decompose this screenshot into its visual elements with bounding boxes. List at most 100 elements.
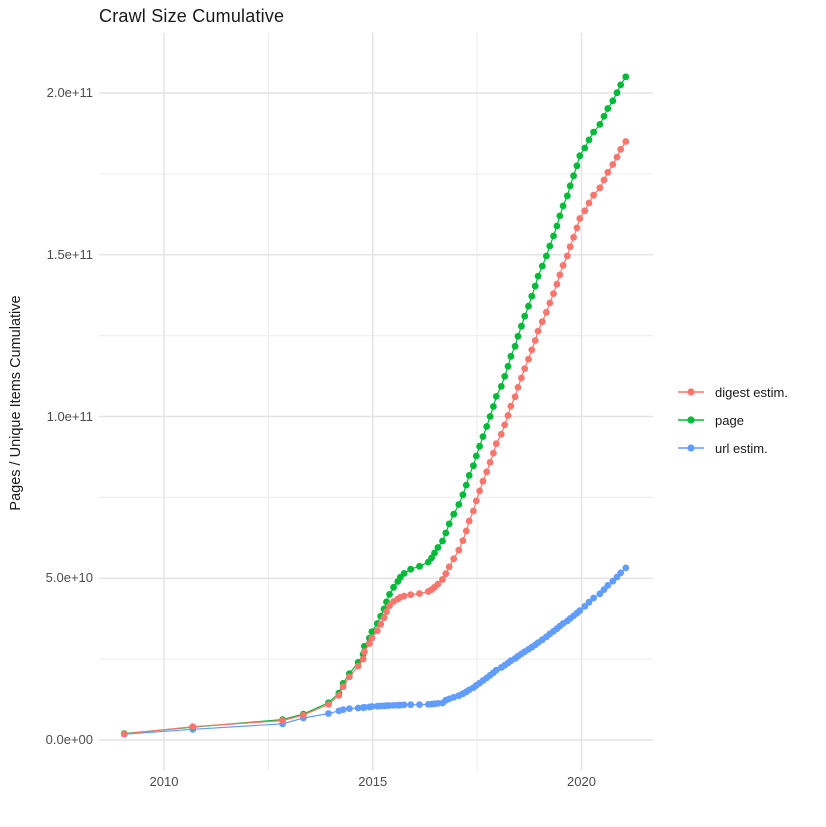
- data-point-digest-estim: [479, 477, 487, 485]
- data-point-digest-estim: [407, 591, 415, 599]
- data-point-page: [400, 570, 408, 577]
- data-point-page: [431, 549, 438, 557]
- data-point-url-estim: [407, 701, 415, 709]
- data-point-page: [528, 292, 536, 300]
- data-point-page: [617, 81, 625, 89]
- data-point-digest-estim: [559, 262, 567, 269]
- x-tick-label: 2020: [567, 774, 596, 789]
- data-point-page: [590, 128, 597, 136]
- data-point-digest-estim: [380, 614, 388, 622]
- data-point-digest-estim: [528, 346, 536, 354]
- data-point-page: [585, 136, 593, 144]
- data-point-digest-estim: [445, 563, 453, 571]
- data-point-digest-estim: [386, 602, 393, 610]
- data-point-page: [600, 112, 608, 120]
- data-point-digest-estim: [596, 184, 604, 192]
- data-point-page: [470, 462, 477, 470]
- data-point-url-estim: [622, 564, 630, 572]
- data-point-url-estim: [604, 582, 612, 589]
- data-point-digest-estim: [613, 153, 621, 161]
- data-point-digest-estim: [576, 215, 584, 222]
- data-point-digest-estim: [465, 517, 473, 525]
- data-point-page: [490, 403, 497, 410]
- data-point-url-estim: [361, 703, 368, 711]
- data-point-page: [613, 89, 621, 97]
- data-point-page: [596, 121, 604, 128]
- data-point-digest-estim: [507, 402, 515, 410]
- data-point-digest-estim: [538, 318, 546, 326]
- data-point-digest-estim: [442, 570, 450, 578]
- data-point-digest-estim: [490, 449, 497, 457]
- data-point-digest-estim: [609, 161, 617, 168]
- data-point-page: [538, 262, 546, 270]
- data-point-page: [483, 423, 491, 430]
- legend-key-icon-url-estim: [678, 444, 704, 452]
- data-point-digest-estim: [550, 290, 557, 297]
- data-point-digest-estim: [585, 199, 593, 207]
- data-point-digest-estim: [279, 717, 286, 724]
- data-point-digest-estim: [521, 365, 529, 372]
- x-tick-label: 2010: [149, 774, 179, 789]
- data-point-url-estim: [581, 603, 589, 610]
- series-line-url-estim: [124, 567, 627, 735]
- y-tick-label: 1.5e+11: [46, 246, 93, 262]
- data-point-digest-estim: [368, 634, 376, 642]
- legend-key-icon-page: [678, 416, 704, 424]
- data-point-page: [559, 202, 567, 210]
- data-point-url-estim: [368, 703, 376, 710]
- data-point-page: [462, 481, 470, 489]
- data-point-url-estim: [450, 693, 458, 701]
- data-point-page: [465, 472, 473, 479]
- data-point-url-estim: [609, 577, 617, 585]
- legend-item-url-estim: url estim.: [676, 434, 788, 462]
- data-point-page: [604, 105, 612, 112]
- data-point-url-estim: [346, 705, 353, 712]
- data-point-page: [525, 302, 532, 310]
- data-point-digest-estim: [189, 723, 197, 731]
- y-tick-label: 0.0e+00: [45, 732, 93, 747]
- data-point-page: [566, 182, 574, 190]
- data-point-page: [556, 212, 564, 220]
- y-tick-label: 1.0e+11: [46, 408, 93, 424]
- legend-item-digest-estim: digest estim.: [676, 378, 788, 406]
- data-point-page: [428, 554, 435, 562]
- data-point-digest-estim: [622, 138, 630, 145]
- data-point-page: [504, 363, 512, 370]
- data-point-page: [507, 352, 515, 360]
- data-point-digest-estim: [377, 620, 385, 628]
- data-point-digest-estim: [534, 327, 542, 335]
- data-point-digest-estim: [450, 555, 458, 563]
- data-point-digest-estim: [501, 421, 509, 429]
- legend-label-url-estim: url estim.: [715, 440, 768, 456]
- data-point-page: [609, 97, 617, 105]
- data-point-page: [563, 192, 571, 200]
- data-point-url-estim: [617, 569, 625, 577]
- data-point-digest-estim: [339, 683, 347, 690]
- data-point-url-estim: [585, 598, 593, 606]
- data-point-digest-estim: [600, 176, 608, 184]
- data-point-digest-estim: [531, 337, 539, 344]
- data-point-page: [573, 162, 581, 170]
- data-point-page: [450, 510, 458, 518]
- data-point-page: [368, 628, 376, 635]
- legend-key-icon-digest-estim: [678, 388, 704, 396]
- data-point-page: [439, 537, 446, 545]
- data-point-digest-estim: [366, 640, 373, 647]
- data-point-digest-estim: [573, 224, 581, 232]
- data-point-page: [553, 222, 561, 230]
- data-point-digest-estim: [354, 662, 362, 670]
- plot-title: Crawl Size Cumulative: [99, 6, 285, 26]
- data-point-page: [497, 383, 505, 390]
- data-point-page: [486, 413, 494, 420]
- data-point-page: [455, 501, 463, 508]
- data-point-page: [511, 342, 519, 350]
- data-point-url-estim: [416, 701, 423, 708]
- data-point-digest-estim: [590, 191, 597, 199]
- data-point-digest-estim: [604, 168, 612, 176]
- data-point-digest-estim: [472, 497, 480, 505]
- data-point-url-estim: [576, 607, 584, 614]
- data-point-digest-estim: [486, 459, 494, 466]
- legend-item-page: page: [676, 406, 788, 434]
- data-point-url-estim: [339, 706, 347, 713]
